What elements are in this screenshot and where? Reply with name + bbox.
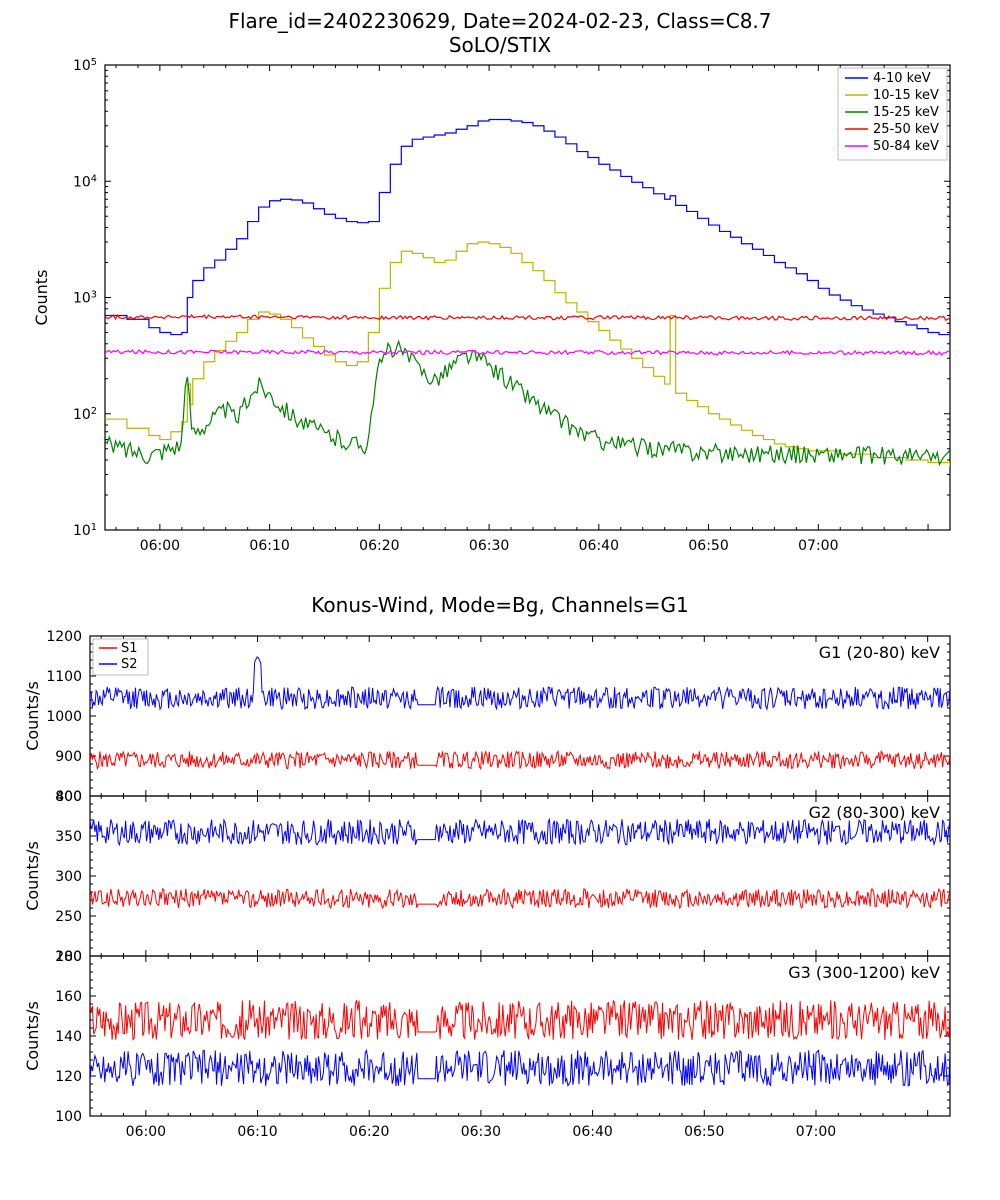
xtick-label: 06:00 [140, 538, 180, 554]
legend-label: S2 [121, 657, 138, 672]
series-S2 [90, 819, 950, 845]
xtick-label: 06:10 [249, 538, 289, 554]
axes-frame [105, 65, 950, 530]
xtick-label: 06:10 [237, 1124, 277, 1140]
ytick-label: 250 [55, 909, 82, 925]
series-4-10-keV [105, 119, 950, 336]
subtitle-kw: Konus-Wind, Mode=Bg, Channels=G1 [311, 593, 688, 617]
series-25-50-keV [105, 315, 950, 320]
ytick-label: 100 [55, 1109, 82, 1125]
series-S2 [90, 657, 950, 709]
ytick-label: 102 [73, 405, 97, 423]
legend-label: 25-50 keV [873, 122, 939, 137]
xtick-label: 07:00 [798, 538, 838, 554]
subtitle-stix: SoLO/STIX [449, 33, 552, 57]
xtick-label: 06:50 [688, 538, 728, 554]
xtick-label: 06:40 [572, 1124, 612, 1140]
xtick-label: 06:00 [126, 1124, 166, 1140]
ytick-label: 160 [55, 989, 82, 1005]
panel-annotation: G1 (20-80) keV [819, 643, 940, 662]
figure-container: Flare_id=2402230629, Date=2024-02-23, Cl… [0, 0, 1000, 1200]
xtick-label: 07:00 [796, 1124, 836, 1140]
ytick-label: 104 [73, 173, 97, 191]
ytick-label: 1100 [46, 669, 82, 685]
ytick-label: 1200 [46, 629, 82, 645]
main-title: Flare_id=2402230629, Date=2024-02-23, Cl… [228, 9, 771, 33]
ytick-label: 350 [55, 829, 82, 845]
ytick-label: 103 [73, 289, 97, 307]
series-50-84-keV [105, 350, 950, 355]
xtick-label: 06:30 [469, 538, 509, 554]
ytick-label: 300 [55, 869, 82, 885]
series-15-25-keV [105, 341, 950, 464]
series-10-15-keV [105, 242, 950, 467]
ytick-label: 1000 [46, 709, 82, 725]
series-S1 [90, 1000, 950, 1040]
ytick-label: 400 [55, 789, 82, 805]
ylabel: Counts [32, 270, 51, 326]
xtick-label: 06:20 [349, 1124, 389, 1140]
ytick-label: 120 [55, 1069, 82, 1085]
xtick-label: 06:30 [461, 1124, 501, 1140]
series-S1 [90, 751, 950, 768]
ylabel: Counts/s [23, 681, 42, 751]
ylabel: Counts/s [23, 1001, 42, 1071]
legend-label: 10-15 keV [873, 88, 939, 103]
ylabel: Counts/s [23, 841, 42, 911]
legend-label: 4-10 keV [873, 71, 931, 86]
xtick-label: 06:20 [359, 538, 399, 554]
ytick-label: 180 [55, 949, 82, 965]
legend-label: S1 [121, 641, 138, 656]
series-S2 [90, 1050, 950, 1086]
ytick-label: 105 [73, 57, 97, 75]
ytick-label: 101 [73, 522, 97, 540]
chart-svg: Flare_id=2402230629, Date=2024-02-23, Cl… [0, 0, 1000, 1200]
ytick-label: 900 [55, 749, 82, 765]
legend-label: 15-25 keV [873, 105, 939, 120]
legend-label: 50-84 keV [873, 139, 939, 154]
xtick-label: 06:50 [684, 1124, 724, 1140]
panel-annotation: G2 (80-300) keV [809, 803, 940, 822]
series-S1 [90, 889, 950, 908]
ytick-label: 140 [55, 1029, 82, 1045]
xtick-label: 06:40 [579, 538, 619, 554]
panel-annotation: G3 (300-1200) keV [788, 963, 940, 982]
